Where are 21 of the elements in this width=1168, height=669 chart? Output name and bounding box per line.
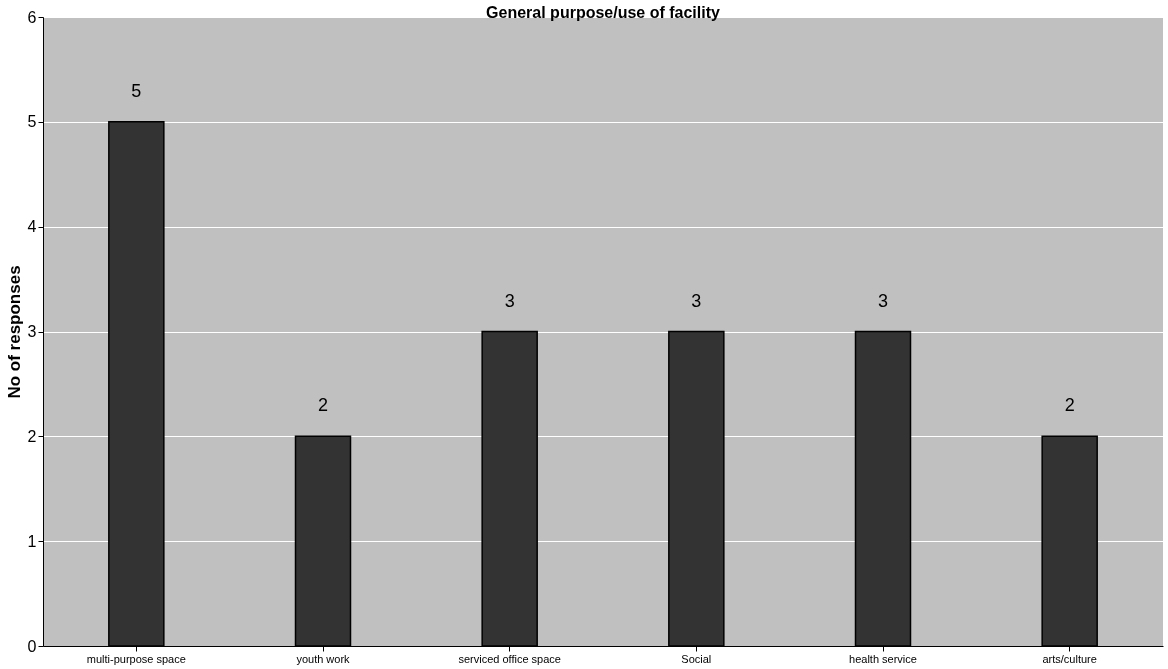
y-tick-label: 4 bbox=[27, 218, 37, 236]
x-tick-label: arts/culture bbox=[1042, 652, 1097, 665]
data-label: 3 bbox=[691, 290, 702, 311]
y-tick-label: 6 bbox=[27, 8, 37, 26]
data-label: 3 bbox=[504, 290, 515, 311]
x-tick-label: youth work bbox=[296, 652, 351, 665]
data-label: 2 bbox=[1064, 395, 1075, 416]
x-tick-label: serviced office space bbox=[458, 652, 561, 665]
chart-title: General purpose/use of facility bbox=[486, 4, 721, 21]
y-axis-title: No of responses bbox=[4, 265, 24, 399]
y-tick-label: 0 bbox=[27, 637, 37, 655]
y-tick-label: 1 bbox=[27, 532, 37, 550]
x-tick-label: Social bbox=[681, 652, 712, 665]
x-tick-label: multi-purpose space bbox=[86, 652, 186, 665]
y-tick-label: 5 bbox=[27, 113, 37, 131]
x-tick-label: health service bbox=[849, 652, 917, 665]
data-label: 2 bbox=[317, 395, 329, 416]
y-tick-label: 3 bbox=[27, 323, 37, 340]
y-tick-label: 2 bbox=[27, 427, 37, 445]
data-label: 5 bbox=[131, 80, 142, 101]
data-label: 3 bbox=[877, 290, 889, 311]
